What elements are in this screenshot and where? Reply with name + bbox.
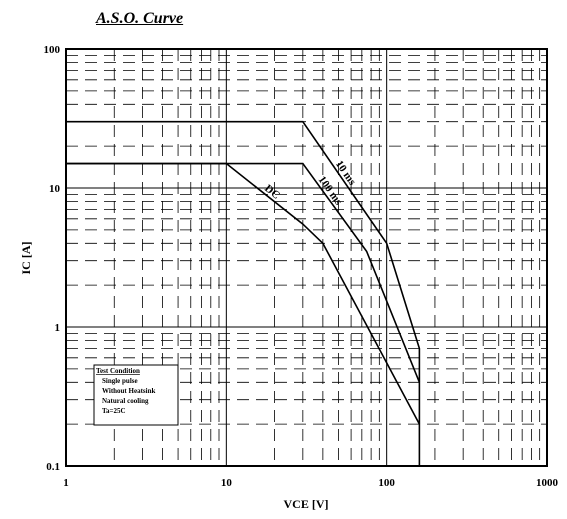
legend-line-3: Natural cooling xyxy=(102,397,149,405)
curves xyxy=(66,120,421,466)
x-tick-label: 1 xyxy=(63,477,69,489)
legend-line-2: Without Heatsink xyxy=(102,387,155,395)
chart-title: A.S.O. Curve xyxy=(96,10,184,27)
plot-border xyxy=(65,48,548,467)
y-axis-label: IC [A] xyxy=(19,242,33,275)
series-line-10ms xyxy=(66,120,421,466)
y-tick-label: 1 xyxy=(55,322,61,334)
y-tick-label: 0.1 xyxy=(46,461,60,473)
x-tick-label: 10 xyxy=(221,477,233,489)
legend-title: Test Condition xyxy=(96,367,140,375)
y-tick-label: 10 xyxy=(49,183,61,195)
x-axis-label: VCE [V] xyxy=(284,497,329,511)
legend-box: Test Condition Single pulse Without Heat… xyxy=(93,364,179,426)
legend-line-1: Single pulse xyxy=(102,377,138,385)
series-line-dc xyxy=(66,162,421,425)
legend-line-4: Ta=25C xyxy=(102,407,126,415)
x-tick-label: 1000 xyxy=(536,477,559,489)
y-tick-label: 100 xyxy=(44,44,61,56)
x-tick-label: 100 xyxy=(378,477,395,489)
